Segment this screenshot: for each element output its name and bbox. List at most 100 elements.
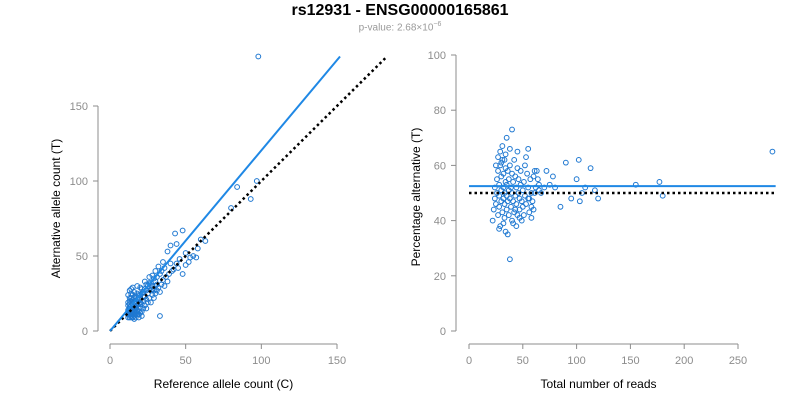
data-point (514, 148, 521, 155)
data-point (518, 198, 525, 205)
data-point (491, 184, 498, 191)
data-point (506, 145, 513, 152)
data-point (149, 272, 156, 279)
data-point (164, 278, 171, 285)
data-point (137, 310, 144, 316)
data-point (489, 217, 496, 224)
data-point (149, 286, 156, 292)
x-tick-label: 50 (180, 355, 192, 367)
right-scatter-panel: 0 50 100 150 200 250 0 20 40 60 80 100 Total number … (409, 50, 776, 391)
data-point (519, 187, 526, 194)
left-scatter-panel: 0 50 100 150 0 50 100 150 Reference allele count… (49, 53, 388, 391)
data-point (502, 151, 509, 158)
data-point (656, 179, 663, 185)
data-point (503, 181, 510, 188)
data-point (503, 206, 510, 213)
data-point (490, 206, 497, 213)
data-point (512, 173, 519, 180)
data-point (141, 286, 148, 292)
data-point (541, 184, 548, 191)
data-point (582, 184, 589, 191)
data-point (517, 168, 524, 174)
data-point (497, 148, 504, 155)
y-tick-label: 50 (76, 251, 88, 263)
data-point (129, 310, 136, 316)
data-point (520, 179, 527, 185)
data-point (167, 260, 174, 267)
data-point (144, 283, 151, 289)
data-point (496, 225, 503, 232)
data-point (247, 196, 254, 202)
plot-area (469, 126, 776, 263)
data-point (138, 290, 145, 297)
y-axis-label: Percentage alternative (T) (409, 128, 423, 267)
data-point (125, 314, 132, 321)
data-point (543, 168, 550, 174)
data-point (152, 268, 159, 274)
p-value-exponent: −6 (433, 21, 442, 28)
data-point (528, 190, 535, 196)
data-point (193, 254, 200, 261)
data-point (253, 178, 260, 184)
data-point (179, 271, 186, 277)
data-point (769, 148, 776, 155)
data-point (202, 238, 209, 244)
x-tick-label: 0 (107, 355, 113, 367)
data-point (495, 168, 501, 174)
data-point (530, 173, 537, 180)
title-block: rs12931 - ENSG00000165861 p-value: 2.68×… (0, 2, 800, 33)
y-tick-label: 0 (82, 326, 88, 338)
data-point (568, 195, 575, 202)
data-point (512, 206, 519, 213)
data-point (632, 181, 639, 188)
data-point (509, 126, 515, 133)
data-point (525, 145, 532, 152)
y-tick-label: 100 (70, 176, 88, 188)
x-tick-label: 150 (621, 355, 639, 367)
data-point (234, 184, 241, 190)
data-point (523, 201, 529, 207)
x-axis-label: Total number of reads (540, 377, 656, 391)
data-point (496, 192, 503, 199)
data-point (526, 195, 533, 202)
data-point (126, 287, 133, 294)
chart-title: rs12931 - ENSG00000165861 (291, 2, 509, 19)
data-point (518, 217, 525, 224)
plot-area (109, 53, 388, 332)
data-point (500, 220, 507, 227)
y-tick-label: 150 (70, 101, 88, 113)
data-point (179, 227, 186, 234)
data-point (496, 181, 503, 188)
data-point (493, 201, 499, 207)
data-point (531, 168, 538, 174)
data-point (536, 181, 542, 188)
data-point (510, 198, 517, 205)
x-tick-label: 150 (328, 355, 346, 367)
data-point (167, 242, 174, 249)
data-point (527, 176, 534, 183)
data-point (519, 203, 526, 210)
data-point (573, 176, 580, 183)
data-point (499, 209, 506, 216)
data-point (147, 299, 154, 306)
y-tick-label: 60 (434, 160, 446, 172)
data-point (160, 259, 166, 265)
data-point (495, 212, 501, 218)
data-point (161, 283, 168, 289)
data-point (501, 214, 508, 221)
y-tick-label: 80 (434, 105, 446, 117)
data-point (172, 230, 178, 237)
data-point (491, 195, 498, 202)
x-tick-label: 0 (466, 355, 472, 367)
data-point (536, 187, 542, 194)
y-tick-label: 100 (428, 50, 446, 62)
data-point (194, 245, 201, 252)
data-point (164, 248, 171, 255)
data-point (513, 184, 520, 191)
data-point (182, 262, 189, 268)
p-value-text: p-value: 2.68×10 (358, 22, 434, 34)
data-point (529, 198, 536, 205)
data-point (528, 214, 535, 221)
y-tick-label: 0 (440, 326, 446, 338)
data-point (552, 184, 558, 191)
